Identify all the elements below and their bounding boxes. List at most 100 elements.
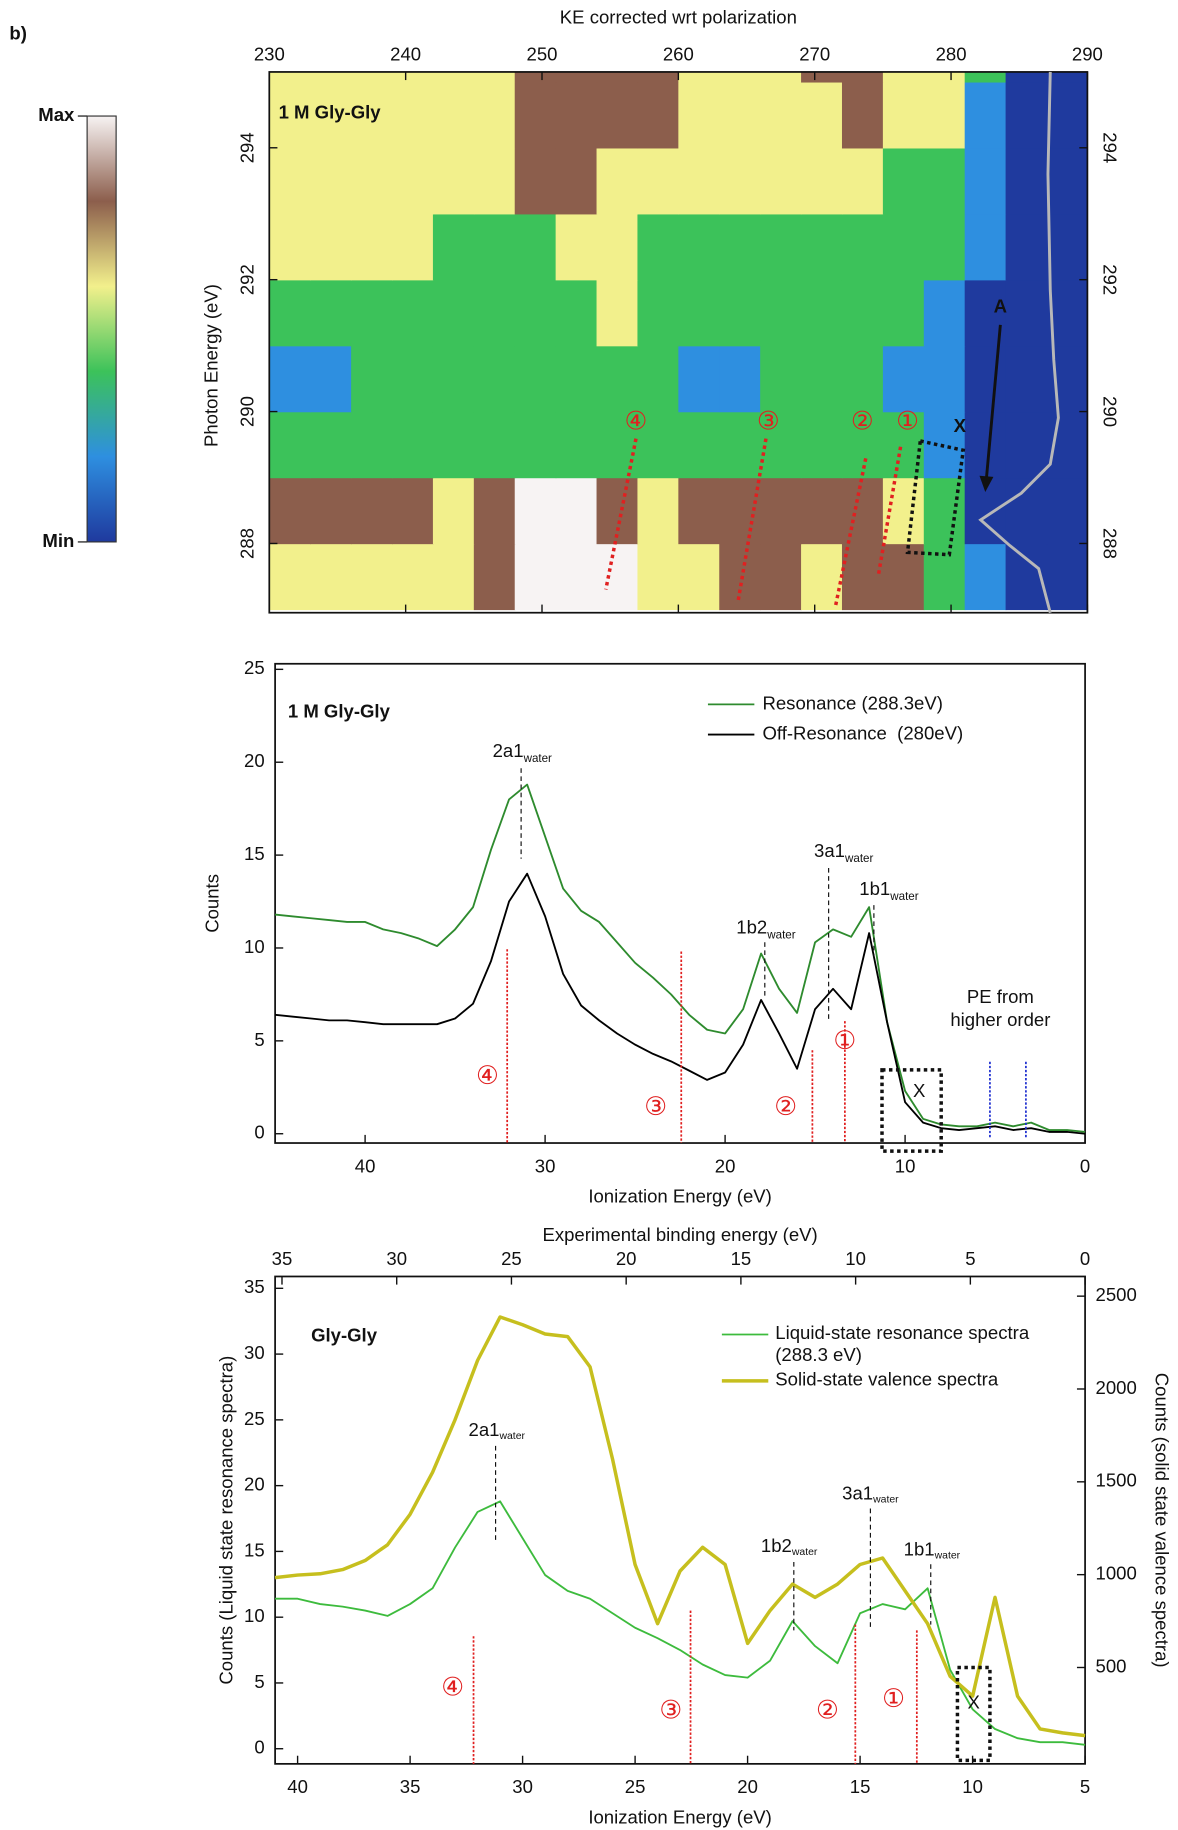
heatmap-cell xyxy=(882,411,925,479)
y-tick-label: 15 xyxy=(244,1539,265,1560)
annotation: X xyxy=(954,415,967,436)
peak-sub: water xyxy=(498,1431,525,1442)
y-tick-label: 25 xyxy=(244,657,265,678)
heatmap-cell xyxy=(760,411,802,479)
heatmap-cell xyxy=(719,147,761,215)
y-tick-label: 294 xyxy=(1099,132,1120,163)
x-tick-label: 30 xyxy=(386,1248,407,1269)
x-tick-label: 250 xyxy=(527,44,558,65)
heatmap-cell xyxy=(432,543,475,611)
y-tick-label: 292 xyxy=(236,264,257,295)
y-tick-label: 25 xyxy=(244,1408,265,1429)
y-tick-label: 10 xyxy=(244,936,265,957)
heatmap-cell xyxy=(596,477,639,545)
arrow xyxy=(985,324,1002,479)
heatmap-cell xyxy=(923,477,966,545)
peak-sub: water xyxy=(934,1551,961,1562)
x-tick-label: 35 xyxy=(272,1248,293,1269)
heatmap-cell xyxy=(473,147,516,215)
heatmap-cell xyxy=(637,71,680,83)
heatmap-cell xyxy=(310,543,352,611)
annotation: 1 M Gly-Gly xyxy=(279,102,382,123)
x-tick-label: 30 xyxy=(535,1155,556,1176)
heatmap-cell xyxy=(801,81,843,149)
annotation: ② xyxy=(816,1696,839,1726)
heatmap-cell xyxy=(514,411,557,479)
peak-label: 1b2water xyxy=(736,916,795,941)
heatmap-cell xyxy=(964,213,1007,281)
heatmap-cell xyxy=(596,213,639,281)
heatmap-cell xyxy=(760,543,802,611)
heatmap-cell xyxy=(882,81,925,149)
heatmap-cell xyxy=(923,411,966,479)
dual-axis-panel: 40 35 30 25 20 15 10 5 0 5 10 15 20 25 30 35 35 30 25 20 15 1… xyxy=(215,1224,1172,1828)
x-tick-label: 260 xyxy=(663,44,694,65)
heatmap-cell xyxy=(269,81,311,149)
y-tick-label: 35 xyxy=(244,1276,265,1297)
y-tick-label: 0 xyxy=(254,1737,264,1758)
heatmap-cell xyxy=(637,543,680,611)
x-tick-label: 40 xyxy=(355,1155,376,1176)
heatmap-cell xyxy=(310,411,352,479)
heatmap-cell xyxy=(923,81,966,149)
heatmap-cell xyxy=(678,81,720,149)
annotation: ① xyxy=(896,406,919,436)
heatmap-cell xyxy=(432,477,475,545)
heatmap-cell xyxy=(473,279,516,347)
y-tick-label: 288 xyxy=(1099,528,1120,559)
heatmap-cell xyxy=(637,411,680,479)
heatmap-cell xyxy=(841,345,884,413)
heatmap-cell xyxy=(801,71,843,83)
heatmap-cell xyxy=(882,213,925,281)
x-tick-label: 10 xyxy=(845,1248,866,1269)
x-tick-label: 20 xyxy=(737,1776,758,1797)
heatmap-cell xyxy=(719,71,761,83)
red-guide xyxy=(833,458,868,607)
annotation: ④ xyxy=(441,1672,464,1702)
annotation: ③ xyxy=(659,1696,682,1726)
heatmap-cell xyxy=(269,279,311,347)
y-tick-label: 20 xyxy=(244,1474,265,1495)
heatmap-panel: 230 240 250 260 270 280 290 288 290 292 294 288 290 2… xyxy=(38,6,1120,614)
y2-axis-label: Counts (solid state valence spectra) xyxy=(1152,1373,1173,1668)
heatmap-cell xyxy=(596,147,639,215)
heatmap-cell xyxy=(351,71,393,83)
heatmap-cell xyxy=(678,279,720,347)
heatmap-cell xyxy=(392,345,434,413)
heatmap-cell xyxy=(555,279,598,347)
annotation: X xyxy=(913,1080,925,1101)
heatmap-cell xyxy=(514,345,557,413)
heatmap-cell xyxy=(719,279,761,347)
annotation: higher order xyxy=(950,1009,1050,1030)
peak-label: 3a1water xyxy=(814,840,873,865)
heatmap-cell xyxy=(760,279,802,347)
annotation: ① xyxy=(833,1026,856,1056)
heatmap-cell xyxy=(473,213,516,281)
y-tick-label: 288 xyxy=(236,528,257,559)
annotation: ④ xyxy=(476,1061,499,1091)
y-tick-label: 0 xyxy=(254,1122,264,1143)
heatmap-cell xyxy=(269,477,311,545)
heatmap-cell xyxy=(555,71,598,83)
y-axis-label: Photon Energy (eV) xyxy=(200,284,221,447)
heatmap-cell xyxy=(801,477,843,545)
heatmap-cell xyxy=(841,71,884,83)
heatmap-cells xyxy=(269,71,1088,611)
line-annotations: 1 M Gly-Gly PE from higher order ④ ③ ② ①… xyxy=(288,700,1050,1153)
heatmap-cell xyxy=(1046,477,1088,545)
plot-frame xyxy=(274,1275,1086,1765)
heatmap-cell xyxy=(351,543,393,611)
heatmap-annotations: 1 M Gly-Gly ④ ③ ② ① X A xyxy=(279,71,1060,614)
y-tick-label: 30 xyxy=(244,1342,265,1363)
heatmap-cell xyxy=(514,213,557,281)
heatmap-cell xyxy=(637,345,680,413)
heatmap-cell xyxy=(719,477,761,545)
heatmap-cell xyxy=(269,213,311,281)
x-box xyxy=(955,1665,992,1763)
heatmap-cell xyxy=(310,213,352,281)
x-tick-label: 40 xyxy=(287,1776,308,1797)
heatmap-cell xyxy=(637,279,680,347)
heatmap-cell xyxy=(1005,213,1048,281)
heatmap-cell xyxy=(678,345,720,413)
